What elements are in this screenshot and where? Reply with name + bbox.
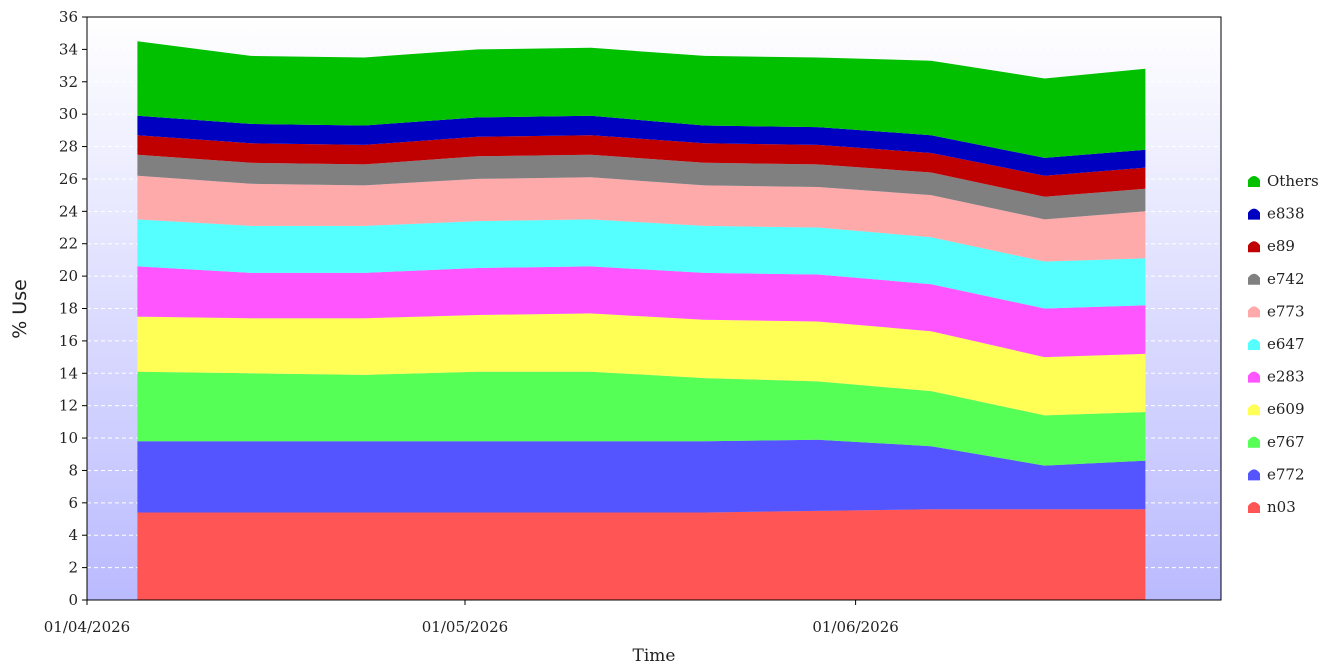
area-series-e773 [137,175,1146,262]
y-tick-label: 26 [59,170,78,188]
legend-item-e89: e89 [1248,237,1295,255]
area-series-e767 [137,371,1146,466]
legend-item-e767: e767 [1248,433,1305,451]
legend-item-e838: e838 [1248,205,1305,223]
area-series-e283 [137,266,1146,358]
legend-swatch [1248,404,1260,416]
y-tick-label: 2 [68,559,78,577]
legend-label: e283 [1267,368,1305,386]
legend-item-e772: e772 [1248,465,1305,483]
x-ticks: 01/04/2026 01/05/2026 01/06/2026 [44,600,899,636]
y-tick-label: 14 [59,364,78,382]
area-series-group [137,41,1146,600]
legend-label: e767 [1267,433,1305,451]
legend-label: e742 [1267,270,1305,288]
legend-label: e89 [1267,237,1295,255]
x-tick-label: 01/05/2026 [422,618,508,636]
x-tick-label: 01/04/2026 [44,618,130,636]
area-series-e772 [137,439,1146,513]
y-tick-label: 32 [59,73,78,91]
y-tick-label: 12 [59,397,78,415]
legend-label: e773 [1267,302,1305,320]
y-tick-label: 8 [68,461,78,479]
y-tick-label: 6 [68,494,78,512]
legend: Others e838 e89 e742 e773 e647 e283 e609 e767 e77… [1248,172,1319,516]
y-tick-label: 0 [68,591,78,609]
y-tick-label: 22 [59,235,78,253]
y-tick-label: 4 [68,526,78,544]
legend-swatch [1248,502,1260,513]
legend-item-n03: n03 [1248,498,1296,516]
area-series-e742 [137,154,1146,220]
legend-item-e647: e647 [1248,335,1305,353]
legend-item-e742: e742 [1248,270,1305,288]
legend-swatch [1248,436,1260,448]
area-series-e89 [137,135,1146,197]
x-axis-title: Time [633,646,676,666]
y-tick-label: 28 [59,138,78,156]
legend-item-others: Others [1248,172,1319,190]
legend-swatch [1248,339,1260,350]
legend-swatch [1248,176,1260,187]
y-tick-label: 24 [59,202,78,220]
legend-swatch [1248,306,1260,318]
legend-swatch [1248,208,1260,220]
area-series-e609 [137,313,1146,416]
legend-swatch [1248,371,1260,383]
y-tick-label: 16 [59,332,78,350]
legend-item-e609: e609 [1248,400,1305,418]
y-tick-label: 30 [59,105,78,123]
legend-label: n03 [1267,498,1296,516]
area-series-n03 [137,509,1146,600]
legend-label: Others [1267,172,1319,190]
y-tick-label: 20 [59,267,78,285]
legend-label: e772 [1267,465,1305,483]
area-series-e838 [137,115,1146,176]
y-tick-label: 18 [59,300,78,318]
y-tick-label: 34 [59,40,78,58]
x-tick-label: 01/06/2026 [812,618,898,636]
area-series-e647 [137,219,1146,309]
legend-swatch [1248,469,1260,481]
legend-item-e283: e283 [1248,368,1305,386]
legend-label: e647 [1267,335,1305,353]
area-series-others [137,41,1146,158]
y-tick-label: 36 [59,8,78,26]
legend-item-e773: e773 [1248,302,1305,320]
legend-label: e838 [1267,205,1305,223]
y-axis-title: % Use [9,279,31,339]
legend-swatch [1248,273,1260,285]
legend-swatch [1248,241,1260,253]
y-tick-label: 10 [59,429,78,447]
legend-label: e609 [1267,400,1305,418]
